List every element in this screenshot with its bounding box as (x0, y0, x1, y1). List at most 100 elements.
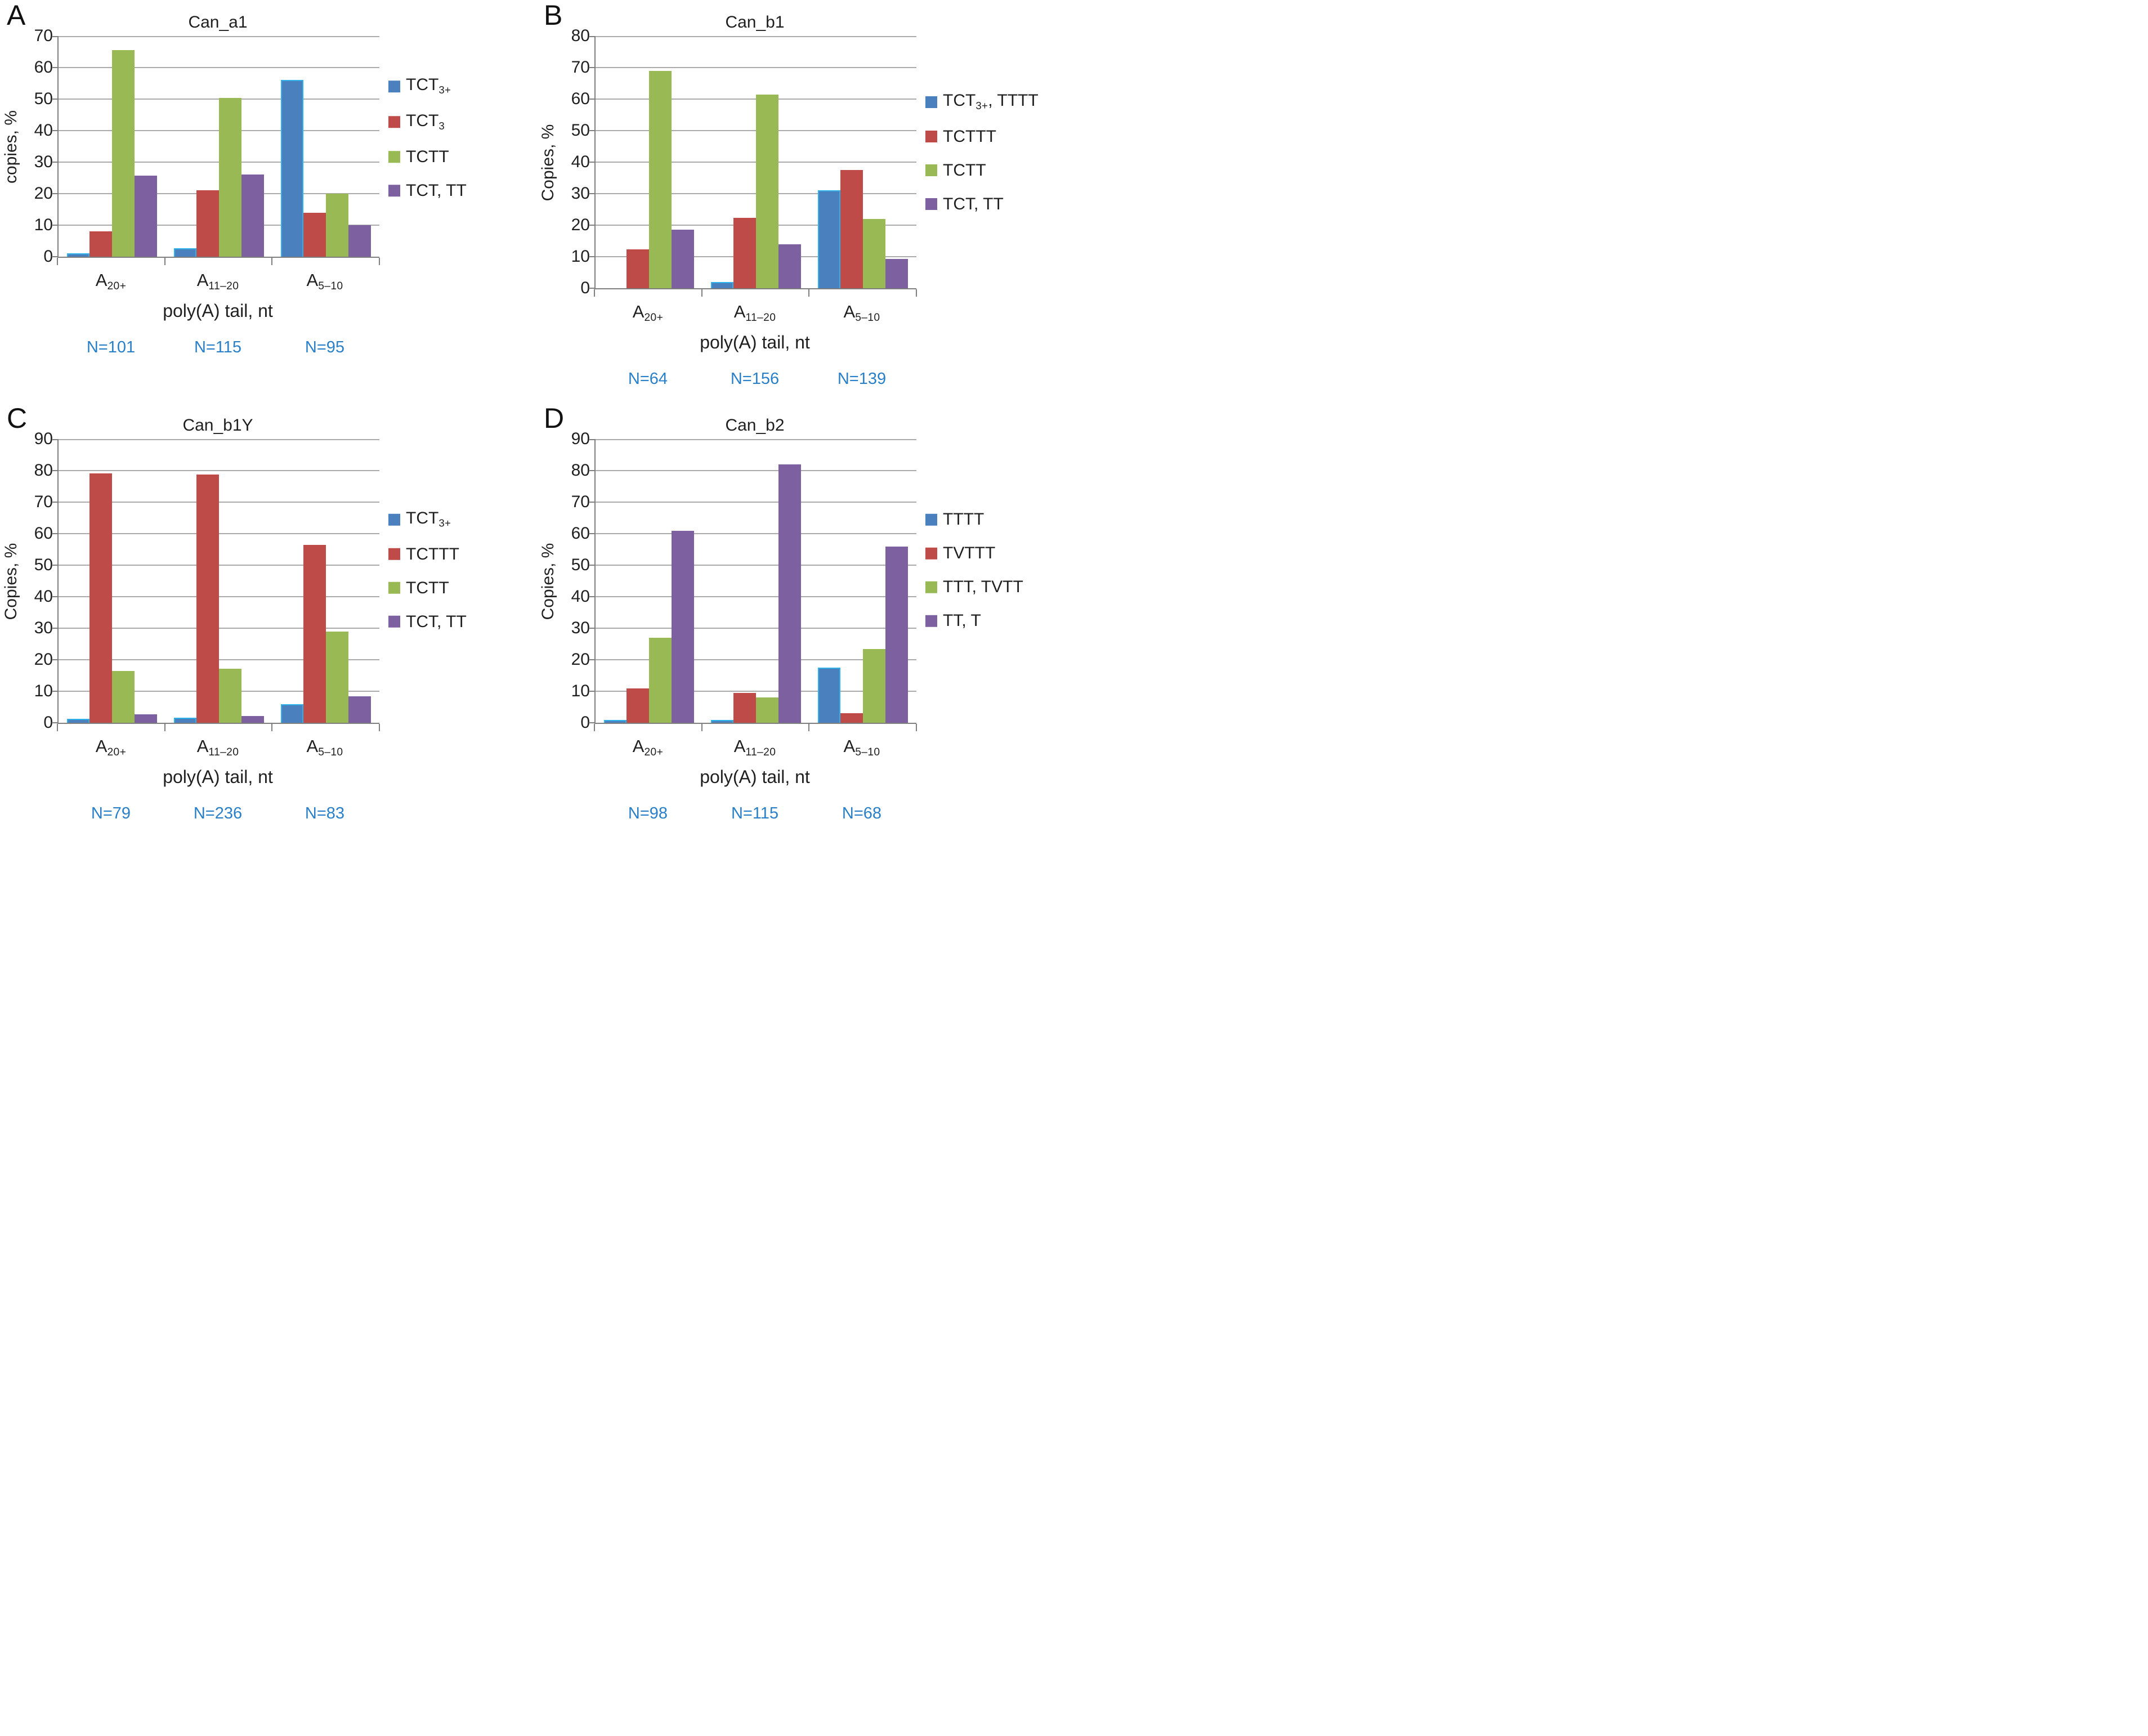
bar-TCT, TT (778, 244, 801, 288)
label-text: A (306, 270, 319, 290)
chart-body: Copies, % 0 10 20 30 40 50 60 70 80 TCT3+, TTTT T… (537, 28, 1074, 297)
bar-slot (90, 231, 112, 257)
y-tick-label: 20 (571, 650, 590, 669)
plot-area (589, 439, 916, 724)
bar-TCT, TT (241, 175, 264, 257)
x-tick-label: A5–10 (808, 736, 915, 759)
x-tick-row: A20+ A11–20 A5–10 (57, 736, 378, 759)
y-tick-mark (589, 691, 594, 692)
label-text: A (95, 736, 108, 757)
bar-TCTTT (303, 544, 326, 723)
y-tick-label: 80 (34, 461, 53, 480)
y-tick-mark (589, 533, 594, 535)
label-subscript: 3+ (975, 100, 988, 112)
n-label: N=64 (628, 370, 668, 388)
n-label: N=83 (305, 804, 345, 823)
legend-item: TCTTT (925, 128, 1074, 145)
n-label-row: N=64 N=156 N=139 (594, 370, 915, 388)
bar-TCTTT (733, 218, 756, 288)
y-tick-mark (589, 36, 594, 37)
legend: TCT3+ TCT3 TCTT TCT, TT (379, 27, 537, 249)
y-tick-label: 70 (34, 26, 53, 45)
x-tick-mark (271, 724, 273, 732)
bar-TCT, TT (348, 225, 371, 257)
label-text: TCT (406, 509, 439, 528)
x-tick-label: A11–20 (164, 270, 271, 293)
n-label: N=115 (194, 338, 242, 357)
bar-TCT3 (90, 231, 112, 257)
bar-TVTTT (733, 692, 756, 723)
legend-item: TTTT (925, 511, 1074, 528)
label-subscript: 5–10 (318, 746, 343, 759)
panel-letter: C (7, 402, 28, 435)
x-axis-tickband (57, 258, 380, 266)
label-text: TVTTT (943, 543, 996, 562)
x-axis-label: poly(A) tail, nt (700, 767, 810, 788)
y-tick-label: 60 (571, 524, 590, 543)
y-tick-mark (589, 659, 594, 661)
y-tick-label: 0 (43, 247, 53, 266)
legend-item: TCTT (925, 162, 1074, 179)
y-tick-mark (52, 691, 57, 692)
x-tick-mark (57, 258, 58, 265)
label-text: TCT, TT (406, 181, 467, 200)
x-tick-label: A20+ (594, 302, 701, 324)
label-text: TCT (406, 75, 439, 95)
panel-letter: D (544, 402, 565, 435)
y-tick-label: 80 (571, 26, 590, 45)
y-tick-mark (589, 722, 594, 724)
bar-TCT, TT (672, 230, 694, 288)
bar-TCT3 (196, 190, 219, 257)
legend-swatch (925, 615, 937, 627)
bar-TCTTT (626, 249, 649, 288)
bar-TCT, TT (241, 715, 264, 723)
y-tick-label: 80 (571, 461, 590, 480)
legend-swatch (925, 164, 937, 177)
label-text: TCT, TT (406, 612, 467, 631)
legend-swatch (388, 151, 400, 163)
bar-TCTT (649, 70, 672, 288)
x-tick-mark (379, 258, 380, 265)
bar-slot (90, 473, 112, 723)
bar-slot (756, 697, 778, 723)
x-tick-label: A11–20 (701, 302, 808, 324)
bar-slot (281, 704, 303, 723)
y-tick-mark (589, 565, 594, 566)
bar-TCTTT (196, 474, 219, 723)
bar-group (272, 439, 379, 723)
label-subscript: 3+ (438, 517, 451, 530)
legend-label: TCT3+ (406, 510, 451, 529)
bar-slot (281, 80, 303, 257)
x-tick-mark (271, 258, 273, 265)
bar-TCTT (326, 631, 348, 723)
y-tick-label: 50 (34, 90, 53, 108)
y-axis-label: Copies, % (2, 543, 20, 620)
bar-TCTT (863, 218, 885, 288)
legend-item: TVTTT (925, 543, 1074, 562)
chart-panel: A Can_a1 copies, % 0 10 20 30 40 50 60 70 TCT3+… (0, 0, 537, 403)
label-text: A (632, 302, 645, 321)
legend-swatch (925, 96, 937, 108)
bar-slot (649, 70, 672, 288)
bar-slot (672, 230, 694, 288)
bar-slot (818, 668, 840, 723)
bar-slot (326, 194, 348, 257)
legend-item: TTT, TVTT (925, 578, 1074, 596)
chart-title: Can_b1 (725, 13, 785, 32)
bar-slot (863, 648, 885, 723)
label-subscript: 3 (438, 120, 445, 132)
n-label: N=101 (86, 338, 136, 357)
label-subscript: 20+ (107, 746, 127, 759)
legend-item: TCT3 (388, 113, 537, 132)
label-subscript: 20+ (107, 280, 127, 293)
legend-item: TCTT (388, 579, 537, 597)
bar-TCT3 (303, 212, 326, 257)
bar-TTT, TVTT (863, 648, 885, 723)
label-text: TTTT (943, 509, 984, 529)
bar-TTT, TVTT (649, 637, 672, 723)
label-subscript: 5–10 (318, 280, 343, 293)
y-tick-mark (52, 502, 57, 503)
y-tick-label: 0 (43, 713, 53, 732)
bar-group (809, 36, 916, 288)
chart-title: Can_b1Y (182, 416, 253, 435)
